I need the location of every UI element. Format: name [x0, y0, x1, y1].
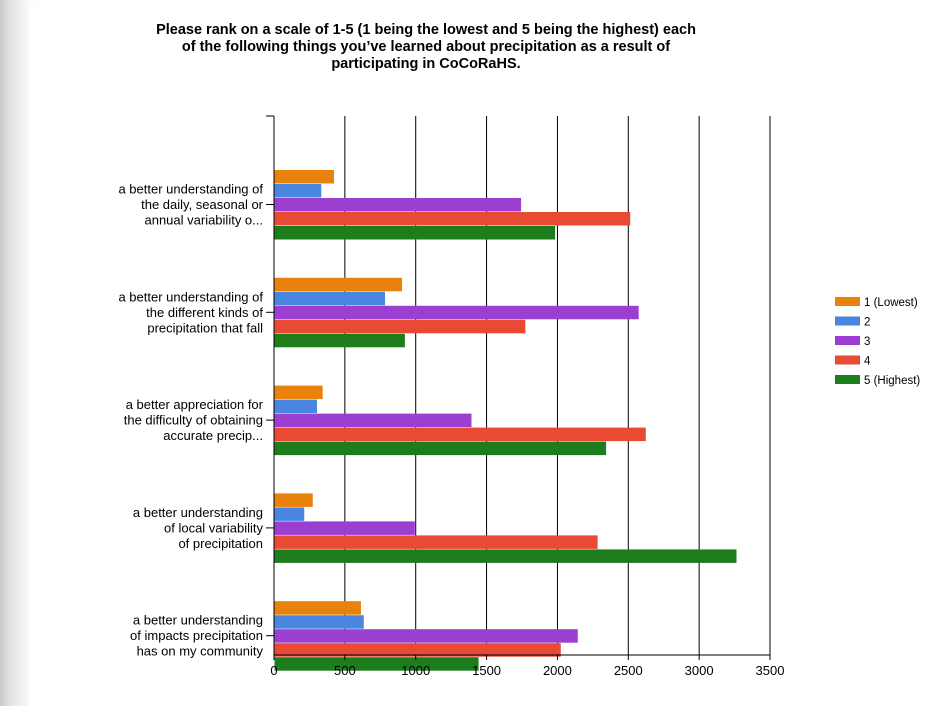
category-label: a better appreciation for [126, 397, 264, 412]
legend-swatch [835, 375, 860, 384]
bar [274, 277, 403, 292]
category-label: a better understanding [133, 505, 263, 520]
bar [274, 657, 479, 671]
x-tick-label: 1500 [472, 663, 501, 678]
category-label: annual variability o... [144, 213, 263, 228]
bar [274, 399, 318, 414]
x-tick-label: 500 [334, 663, 356, 678]
bar [274, 385, 323, 400]
chart-panel [30, 6, 931, 706]
legend-swatch [835, 336, 860, 345]
bar [274, 198, 522, 212]
bar [274, 493, 313, 507]
x-tick-label: 2000 [543, 663, 572, 678]
bar [274, 427, 646, 442]
bar [274, 170, 335, 184]
bar [274, 333, 405, 348]
tick-labels: 0 500 1000 1500 2000 2500 3000 3500 [270, 663, 784, 678]
bar [274, 291, 386, 306]
bar [274, 184, 322, 198]
legend-label: 2 [864, 317, 870, 329]
x-tick-label: 3000 [685, 663, 714, 678]
chart-title: Please rank on a scale of 1-5 (1 being t… [156, 22, 696, 72]
category-label: a better understanding of [118, 289, 263, 304]
category-label: the different kinds of [146, 305, 263, 320]
x-tick-label: 1000 [401, 663, 430, 678]
gridlines [344, 116, 771, 655]
bar [274, 319, 526, 334]
category-label: a better understanding [133, 613, 263, 628]
bar [274, 413, 472, 428]
legend-label: 1 (Lowest) [864, 297, 918, 309]
legend-label: 3 [864, 336, 870, 348]
axes [266, 115, 771, 660]
bars [274, 170, 737, 671]
bar [274, 643, 561, 657]
category-label: precipitation that fall [147, 320, 263, 335]
x-tick-label: 0 [270, 663, 277, 678]
bar [274, 601, 361, 615]
bar [274, 521, 415, 535]
bar [274, 535, 598, 549]
category-label: of precipitation [178, 536, 263, 551]
legend-swatch [835, 355, 860, 365]
legend-label: 4 [864, 356, 871, 368]
category-label: the daily, seasonal or [141, 197, 264, 212]
x-tick-label: 2500 [614, 663, 643, 678]
bar [274, 441, 607, 456]
category-label: of impacts precipitation [130, 628, 263, 643]
legend-label: 5 (Highest) [864, 375, 920, 387]
legend: 1 (Lowest) 2 3 4 5 (Highest) [835, 297, 920, 387]
category-label: has on my community [137, 644, 264, 659]
bar [274, 226, 556, 240]
legend-swatch [835, 297, 860, 306]
category-label: accurate precip... [163, 428, 263, 443]
legend-swatch [835, 316, 860, 326]
bar [274, 549, 737, 563]
bar [274, 507, 305, 521]
bar [274, 212, 631, 226]
bar [274, 615, 364, 629]
x-tick-label: 3500 [756, 663, 785, 678]
category-label: the difficulty of obtaining [124, 413, 263, 428]
bar [274, 629, 578, 643]
category-label: of local variability [164, 520, 263, 535]
bar [274, 305, 639, 320]
category-label: a better understanding of [118, 182, 263, 197]
